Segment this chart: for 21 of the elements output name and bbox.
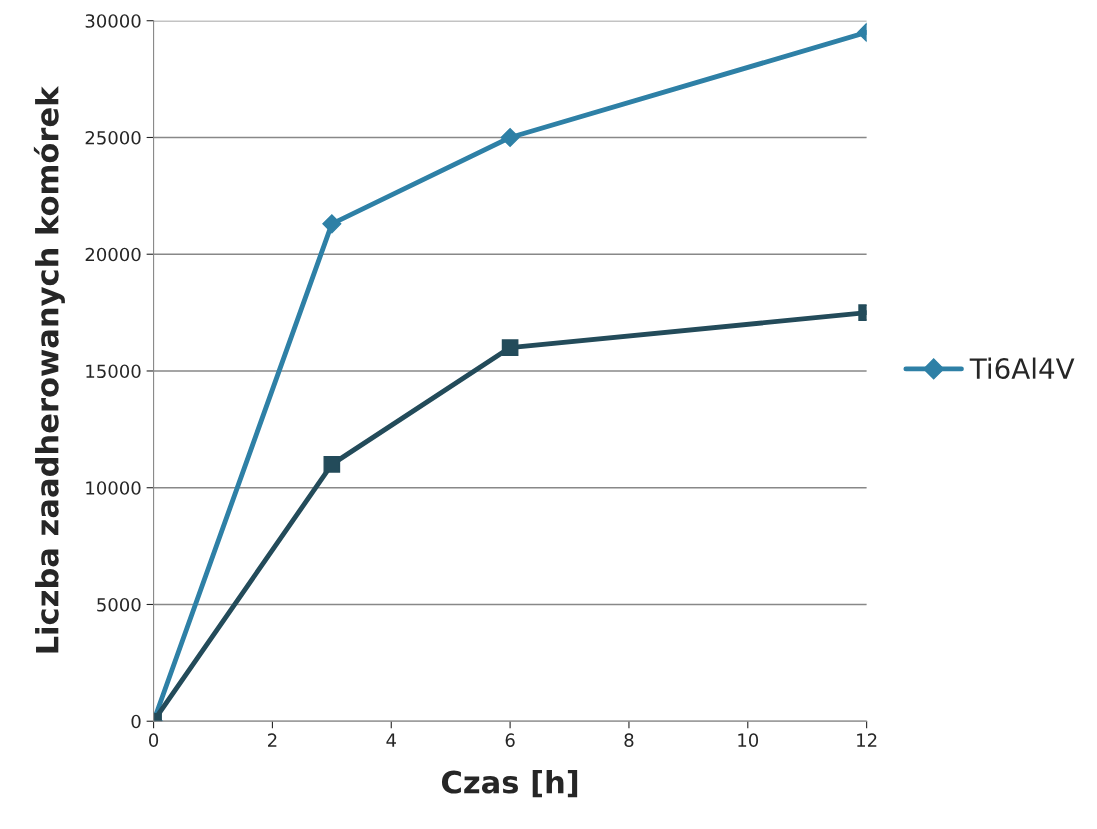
x-tick-label: 0 — [149, 733, 159, 748]
point — [322, 214, 342, 234]
y-tick-label: 10000 — [86, 481, 141, 495]
x-tick-label: 8 — [624, 733, 634, 748]
y-tick-label: 30000 — [85, 14, 141, 28]
point — [500, 127, 520, 148]
x-tick-label: 6 — [505, 733, 515, 748]
x-tick-label: 10 — [738, 733, 759, 748]
legend-label: Ti6Al4V — [969, 357, 1075, 380]
y-tick-label: 0 — [131, 714, 141, 729]
point — [323, 456, 341, 473]
y-axis-title: Liczba zaadherowanych komórek — [33, 85, 65, 653]
y-tick-label: 20000 — [85, 247, 141, 262]
point — [501, 339, 519, 356]
y-tick-label: 15000 — [86, 364, 141, 379]
x-tick-label: 2 — [268, 733, 277, 747]
y-tick-label: 5000 — [97, 597, 141, 612]
x-axis-title: Czas [h] — [441, 769, 578, 798]
x-tick-label: 12 — [857, 733, 877, 747]
y-tick-label: 25000 — [85, 130, 141, 145]
x-tick-label: 4 — [386, 733, 396, 747]
